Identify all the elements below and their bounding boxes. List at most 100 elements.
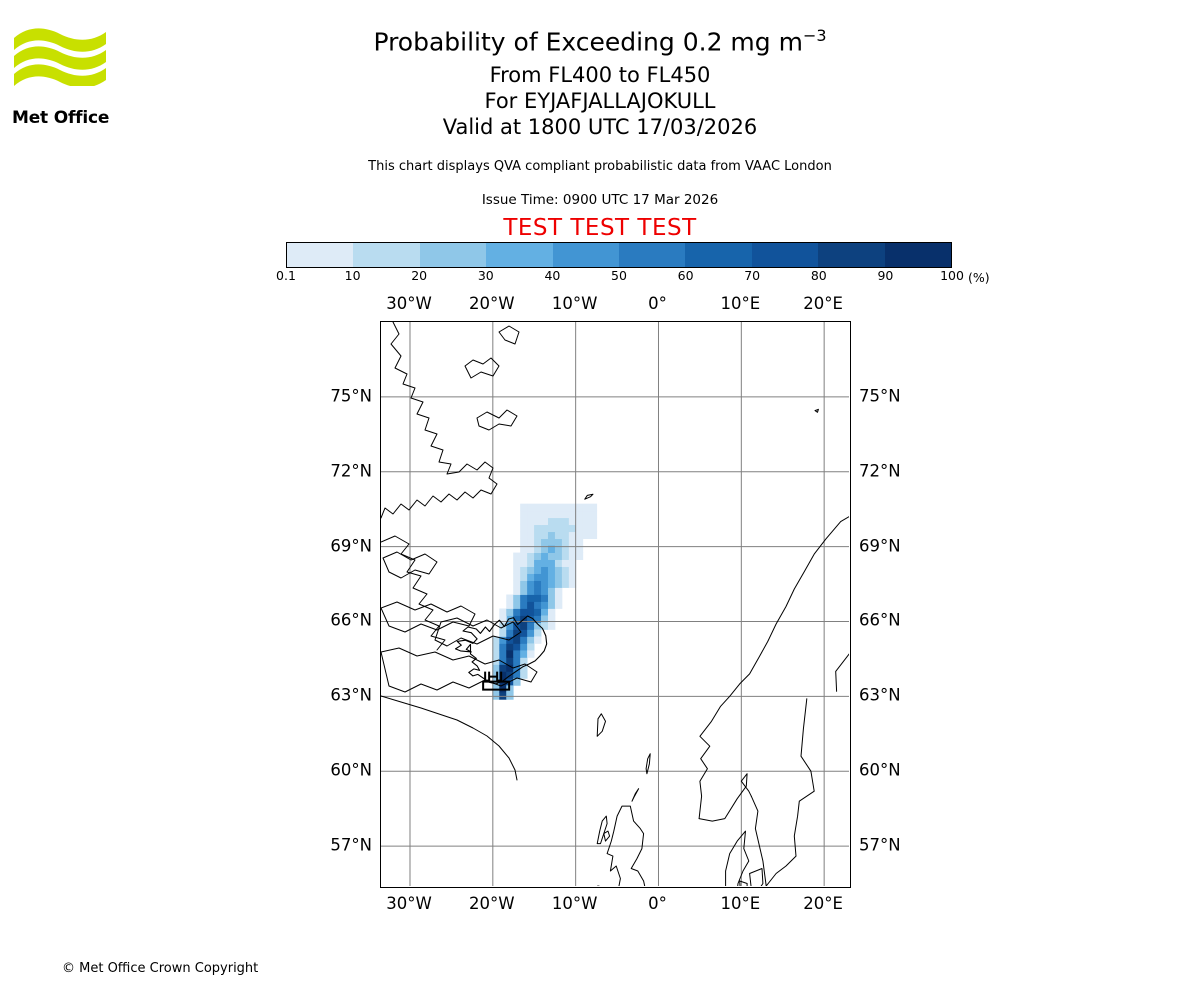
plume-cell	[506, 636, 514, 644]
plume-cell	[520, 573, 528, 581]
ash-plume-layer	[492, 503, 598, 700]
page-title-text: Probability of Exceeding 0.2 mg m	[373, 27, 803, 57]
plume-cell	[499, 629, 507, 637]
lon-label-20°E: 20°E	[803, 894, 843, 913]
colorbar-band-5	[619, 243, 686, 267]
lon-label-10°W: 10°W	[551, 894, 598, 913]
plume-cell	[568, 580, 577, 588]
plume-cell	[554, 538, 563, 547]
plume-cell	[520, 636, 528, 644]
copyright-notice: © Met Office Crown Copyright	[62, 961, 259, 976]
plume-cell	[513, 601, 521, 609]
plume-cell	[534, 531, 542, 540]
plume-cell	[541, 510, 549, 519]
plume-cell	[547, 503, 556, 512]
plume-cell	[575, 517, 584, 526]
plume-cell	[520, 622, 528, 630]
plume-cell	[513, 636, 521, 644]
plume-cell	[527, 601, 535, 609]
lat-label-left-63°N: 63°N	[330, 685, 372, 705]
plume-cell	[506, 650, 514, 658]
coastline-skye	[603, 830, 611, 842]
plume-cell	[513, 580, 521, 588]
plume-cell	[541, 559, 549, 567]
colorbar-tick-labels: 0.1 10 20 30 40 50 60 70 80 90 100	[276, 268, 964, 286]
plume-cell	[575, 552, 584, 560]
plume-cell	[547, 608, 556, 616]
plume-cell	[527, 622, 535, 630]
plume-cell	[499, 671, 507, 679]
plume-cell	[547, 538, 556, 547]
coastline-sweden-baltic	[750, 795, 767, 886]
page-title: Probability of Exceeding 0.2 mg m−3	[0, 26, 1200, 57]
plume-cell	[513, 643, 521, 651]
plume-cell	[499, 636, 507, 644]
plume-cell	[554, 573, 563, 581]
coastline-norway-west	[698, 516, 849, 820]
plume-cell	[561, 517, 570, 526]
colorbar-tick-60: 60	[677, 268, 694, 283]
plume-cell	[520, 587, 528, 595]
plume-cell	[534, 587, 542, 595]
lon-label-30°W: 30°W	[386, 294, 432, 313]
plume-cell	[534, 552, 542, 560]
plume-cell	[541, 622, 549, 630]
plume-cell	[561, 510, 570, 519]
plume-cell	[520, 559, 528, 567]
plume-cell	[520, 566, 528, 574]
coastline-scotland	[606, 805, 646, 886]
plume-cell	[541, 503, 549, 512]
plume-cell	[541, 594, 549, 602]
plume-cell	[513, 615, 521, 623]
plume-cell	[554, 587, 563, 595]
volcano-source-marker	[482, 671, 511, 691]
map-gridlines	[381, 322, 849, 886]
coastline-denmark-jutland	[725, 830, 750, 886]
plume-cell	[534, 510, 542, 519]
colorbar	[286, 242, 952, 268]
coastline-faroe	[596, 713, 606, 737]
lat-label-right-75°N: 75°N	[859, 386, 901, 406]
plume-cell	[534, 517, 542, 526]
lat-label-right-60°N: 60°N	[859, 760, 901, 780]
plume-cell	[527, 615, 535, 623]
plume-cell	[561, 566, 570, 574]
logo-wordmark: Met Office	[12, 108, 110, 128]
plume-cell	[534, 566, 542, 574]
plume-cell	[589, 524, 598, 533]
lat-label-right-72°N: 72°N	[859, 461, 901, 481]
plume-cell	[589, 517, 598, 526]
plume-cell	[561, 524, 570, 533]
plume-cell	[499, 664, 507, 672]
plume-cell	[527, 650, 535, 658]
plume-cell	[520, 545, 528, 553]
plume-cell	[513, 678, 521, 686]
page-title-exponent: −3	[802, 26, 827, 45]
plume-cell	[561, 538, 570, 547]
plume-cell	[513, 594, 521, 602]
plume-cell	[527, 629, 535, 637]
plume-cell	[506, 601, 514, 609]
colorbar-band-8	[818, 243, 885, 267]
plume-cell	[520, 538, 528, 547]
iceland-outline	[454, 615, 548, 685]
plume-cell	[547, 601, 556, 609]
plume-cell	[506, 629, 514, 637]
plume-cell	[520, 671, 528, 679]
colorbar-band-1	[353, 243, 420, 267]
iceland-coastline	[454, 615, 548, 685]
coastline-sweden-east	[765, 698, 815, 886]
coastline-denmark-zealand	[749, 868, 764, 886]
plume-cell	[541, 608, 549, 616]
plume-cell	[541, 545, 549, 553]
plume-cell	[527, 587, 535, 595]
coastline-denmark-funen	[739, 880, 748, 886]
plume-cell	[520, 517, 528, 526]
plume-cell	[541, 587, 549, 595]
plume-cell	[534, 615, 542, 623]
plume-cell	[527, 559, 535, 567]
plume-cell	[547, 524, 556, 533]
plume-cell	[534, 503, 542, 512]
plume-cell	[527, 503, 535, 512]
plume-cell	[506, 608, 514, 616]
